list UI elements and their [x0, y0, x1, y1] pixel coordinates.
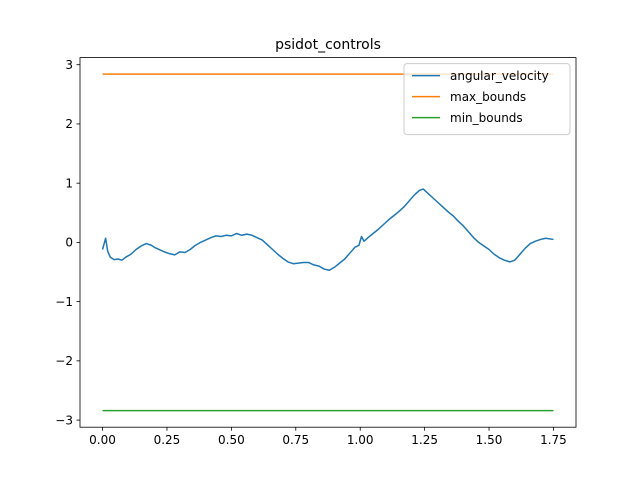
- chart-title: psidot_controls: [275, 37, 381, 53]
- legend-label-max_bounds: max_bounds: [450, 90, 526, 104]
- x-tick-label: 0.75: [282, 433, 309, 447]
- legend-box: [403, 63, 571, 136]
- y-tick-label: −2: [55, 354, 73, 368]
- legend-label-angular_velocity: angular_velocity: [450, 69, 549, 83]
- legend: angular_velocity max_bounds min_bounds: [403, 63, 571, 136]
- y-tick-label: 2: [65, 117, 73, 131]
- y-tick-label: 1: [65, 176, 73, 190]
- x-tick-label: 1.50: [476, 433, 503, 447]
- y-tick-label: 3: [65, 58, 73, 72]
- x-tick-label: 0.00: [89, 433, 116, 447]
- legend-label-min_bounds: min_bounds: [450, 111, 523, 125]
- y-tick-label: 0: [65, 236, 73, 250]
- x-tick-label: 1.75: [540, 433, 567, 447]
- x-tick-label: 1.00: [347, 433, 374, 447]
- x-axis: 0.00 0.25 0.50 0.75 1.00 1.25 1.50 1.75: [89, 427, 567, 447]
- y-tick-label: −3: [55, 413, 73, 427]
- x-tick-label: 0.25: [154, 433, 181, 447]
- y-tick-label: −1: [55, 295, 73, 309]
- x-tick-label: 1.25: [411, 433, 438, 447]
- y-axis: −3 −2 −1 0 1 2 3: [55, 58, 80, 427]
- series-line-angular_velocity: [101, 188, 554, 271]
- x-tick-label: 0.50: [218, 433, 245, 447]
